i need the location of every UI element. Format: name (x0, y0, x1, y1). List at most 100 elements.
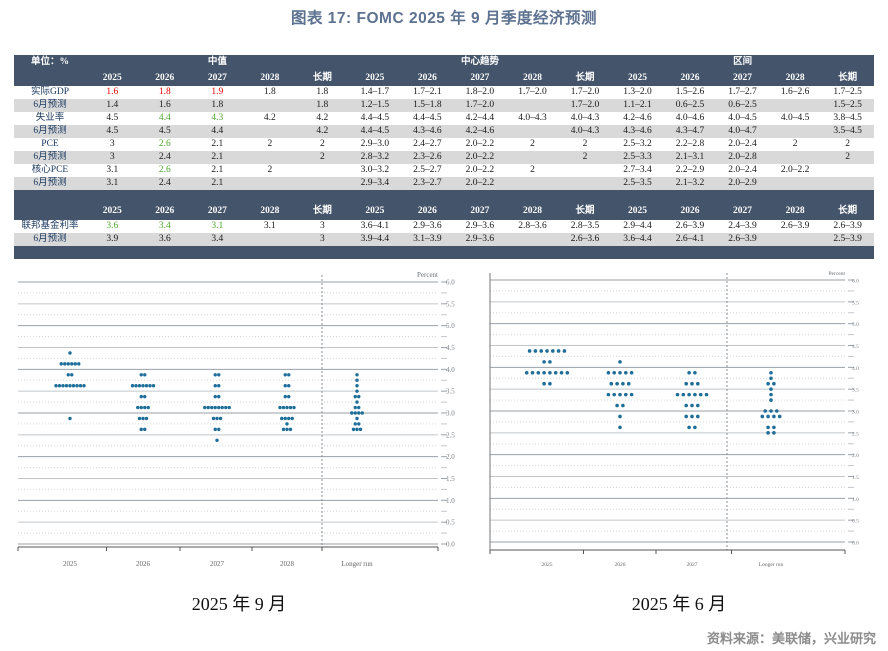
year-header: 长期 (558, 203, 612, 220)
table-cell: 1.7–2.1 (413, 86, 442, 97)
corner-cell (14, 71, 87, 86)
table-cell: 3.1 (106, 164, 119, 175)
table-cell: 4.4 (191, 125, 244, 138)
table-cell: 4.5 (86, 125, 139, 138)
table-cell: 4.0–4.7 (716, 125, 769, 138)
table-cell: 4.3–4.6 (611, 125, 664, 138)
table-cell: 4.4–4.5 (413, 112, 442, 123)
year-header: 2027 (716, 203, 769, 220)
year-header: 2026 (401, 71, 454, 86)
year-header: 2027 (716, 71, 769, 86)
table-cell: 2.5–3.9 (821, 233, 874, 246)
table-cell: 2 (530, 164, 535, 175)
table-cell: 1.8 (263, 86, 276, 97)
table-cell (768, 233, 822, 246)
table-cell: 2.3–2.7 (401, 177, 454, 190)
table-cell (821, 164, 874, 177)
table-cell: 4.2–4.6 (453, 125, 507, 138)
table-cell: 2.0–2.4 (728, 164, 757, 175)
year-header: 2028 (768, 203, 822, 220)
table-cell: 2.1–3.2 (663, 177, 717, 190)
table-cell: 2.6–3.9 (716, 233, 769, 246)
table-cell: 4.0–4.3 (518, 112, 547, 123)
table-cell: 3.6 (138, 233, 192, 246)
svg-text:2027: 2027 (210, 560, 225, 568)
table-cell (768, 151, 822, 164)
table-cell (506, 99, 559, 112)
table-cell (821, 177, 874, 190)
table-cell: 3.6–4.4 (611, 233, 664, 246)
table-cell: 2.0–2.2 (465, 164, 495, 175)
table-cell: 3 (109, 138, 115, 149)
table-cell: 4.2–4.4 (465, 112, 495, 123)
table-cell: 2.0–2.2 (453, 177, 507, 190)
section-divider (14, 190, 874, 203)
table-cell: 1.1–2.1 (611, 99, 664, 112)
svg-text:Longer run: Longer run (341, 560, 373, 568)
table-cell: 4.4–4.5 (360, 112, 390, 123)
table-cell: 2.9–4.4 (623, 220, 652, 231)
svg-text:5.0: 5.0 (852, 322, 859, 328)
year-header: 2025 (611, 203, 664, 220)
table-cell: 2.4–2.7 (413, 138, 442, 149)
chart-caption-september: 2025 年 9 月 (191, 594, 287, 614)
table-cell: 4.2 (263, 112, 276, 123)
unit-label: 单位：% (14, 55, 87, 71)
table-cell: 2.6–3.9 (780, 220, 810, 231)
svg-text:2028: 2028 (280, 560, 295, 568)
year-header: 2025 (611, 71, 664, 86)
group-header: 中值 (86, 55, 349, 71)
row-label: 6月预测 (14, 99, 87, 112)
table-cell: 3.1 (263, 220, 276, 231)
table-cell: 2 (845, 138, 851, 149)
row-label: 核心PCE (31, 164, 69, 175)
year-header: 长期 (296, 71, 349, 86)
table-cell (506, 151, 559, 164)
year-header: 2027 (453, 71, 507, 86)
table-cell: 2 (558, 151, 612, 164)
table-cell: 3 (86, 151, 139, 164)
table-cell: 2.8–3.6 (518, 220, 547, 231)
table-cell: 2.2–2.8 (675, 138, 705, 149)
svg-text:5.5: 5.5 (852, 300, 859, 306)
table-cell: 2.5–3.2 (623, 138, 652, 149)
table-cell: 2 (792, 138, 798, 149)
table-cell: 2.0–2.2 (465, 138, 495, 149)
dot-plot-june: 0.0 0.5 1.0 1.5 2.0 2.5 3.0 3.5 4.0 4.5 5.0 5.5 6.0 P… (478, 268, 880, 580)
table-cell: 1.6 (138, 99, 192, 112)
table-cell: 1.6 (106, 86, 119, 97)
table-cell: 2.9–3.6 (453, 233, 507, 246)
year-header: 2025 (348, 203, 402, 220)
table-cell: 2.0–2.9 (716, 177, 769, 190)
table-cell: 4.3–4.6 (401, 125, 454, 138)
table-cell: 3.9–4.4 (348, 233, 402, 246)
year-header: 2026 (663, 71, 717, 86)
svg-text:3.0: 3.0 (852, 410, 859, 416)
table-cell: 2.9–3.0 (360, 138, 390, 149)
table-cell: 2.6–3.9 (833, 220, 862, 231)
year-header: 2025 (86, 71, 139, 86)
svg-text:3.0: 3.0 (446, 410, 455, 418)
year-header: 2025 (348, 71, 402, 86)
table-cell: 2.2–2.9 (675, 164, 705, 175)
row-label: 失业率 (35, 112, 65, 123)
svg-text:6.0: 6.0 (446, 279, 455, 287)
table-cell: 3.5–4.5 (821, 125, 874, 138)
table-cell: 3.9 (86, 233, 139, 246)
svg-text:4.5: 4.5 (446, 344, 455, 352)
table-body: 实际GDP 1.6 1.8 1.9 1.8 1.8 1.4–1.7 1.7–2.1 1.8–2.… (14, 86, 874, 259)
year-header: 2026 (401, 203, 454, 220)
table-row: PCE 3 2.6 2.1 2 2 2.9–3.0 2.4–2.7 2.0–2.2 2 2 2.5–3… (14, 138, 874, 151)
year-header-row: 2025 2026 2027 2028 长期 2025 2026 2027 2028 长期 2025… (14, 203, 874, 220)
table-cell: 1.5–2.5 (821, 99, 874, 112)
row-label: 6月预测 (14, 177, 87, 190)
chart-caption-june: 2025 年 6 月 (631, 594, 727, 614)
table-cell: 2.6–3.6 (558, 233, 612, 246)
table-cell: 1.2–1.5 (348, 99, 402, 112)
table-cell: 4.2 (296, 125, 349, 138)
year-header: 2027 (191, 203, 244, 220)
year-header: 2027 (191, 71, 244, 86)
svg-text:4.0: 4.0 (852, 366, 859, 372)
table-cell: 2.4 (138, 151, 192, 164)
svg-text:6.0: 6.0 (852, 279, 859, 285)
